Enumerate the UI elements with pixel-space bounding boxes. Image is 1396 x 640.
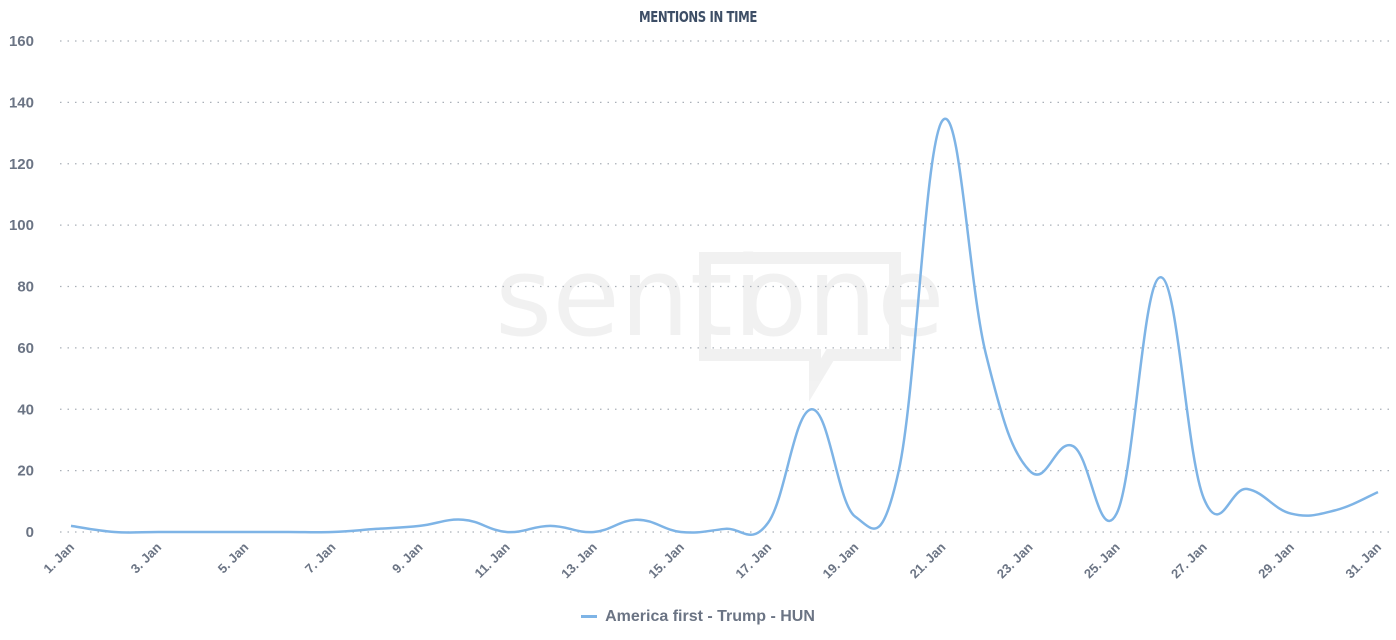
y-tick-label: 80	[17, 279, 34, 296]
chart-title: MENTIONS IN TIME	[639, 8, 757, 26]
x-tick-label: 11. Jan	[472, 539, 513, 580]
x-tick-label: 5. Jan	[215, 539, 252, 576]
legend[interactable]: America first - Trump - HUN	[0, 608, 1396, 626]
x-tick-label: 3. Jan	[128, 539, 165, 576]
x-tick-label: 23. Jan	[994, 539, 1036, 581]
y-tick-label: 20	[17, 463, 34, 480]
y-tick-label: 100	[9, 217, 34, 234]
x-tick-label: 19. Jan	[820, 539, 862, 581]
svg-text:senti: senti	[495, 233, 763, 361]
legend-swatch	[581, 615, 598, 619]
x-tick-label: 31. Jan	[1342, 539, 1384, 581]
svg-text:one: one	[740, 233, 945, 361]
x-tick-label: 1. Jan	[40, 539, 77, 576]
series-line	[70, 117, 1379, 536]
x-tick-label: 9. Jan	[389, 539, 426, 576]
y-tick-label: 40	[17, 401, 34, 418]
y-tick-label: 160	[9, 33, 34, 50]
x-tick-label: 13. Jan	[558, 539, 600, 581]
y-tick-label: 60	[17, 340, 34, 357]
legend-label: America first - Trump - HUN	[605, 608, 815, 625]
watermark-logo: senti one	[495, 233, 945, 402]
x-tick-label: 25. Jan	[1081, 539, 1123, 581]
y-tick-label: 120	[9, 156, 34, 173]
x-tick-label: 29. Jan	[1255, 539, 1297, 581]
x-tick-label: 17. Jan	[732, 539, 774, 581]
x-tick-label: 7. Jan	[302, 539, 339, 576]
y-tick-label: 140	[9, 94, 34, 111]
x-tick-label: 15. Jan	[645, 539, 687, 581]
x-tick-label: 21. Jan	[907, 539, 949, 581]
x-tick-label: 27. Jan	[1168, 539, 1210, 581]
y-tick-label: 0	[26, 524, 34, 541]
